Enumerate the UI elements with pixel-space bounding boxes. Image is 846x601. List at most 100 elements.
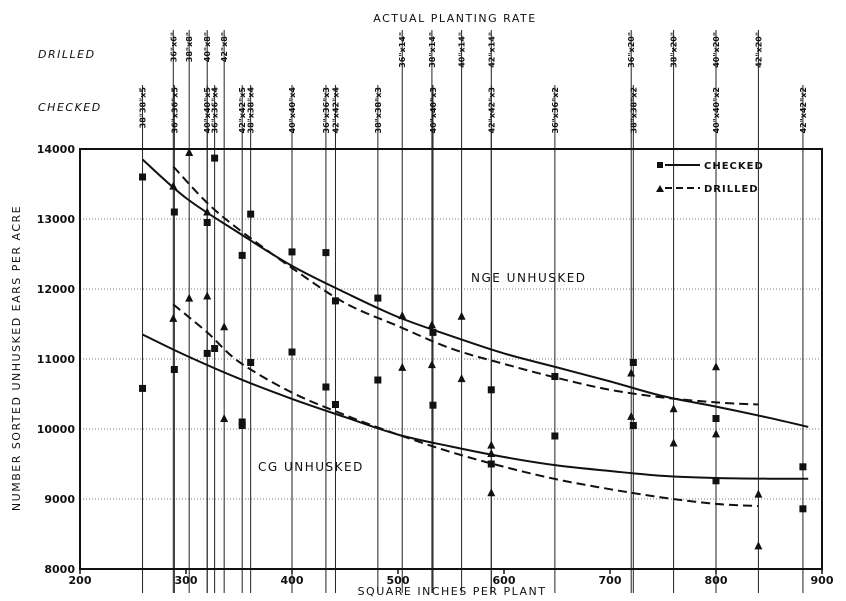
checked-point [487,386,495,394]
drilled-rate-label: 40"x20" [712,32,721,68]
drilled-point [487,488,496,497]
x-tick-label: 800 [705,574,728,587]
checked-point [170,366,178,373]
drilled-point [457,311,466,320]
planting-rate-labels: 36"x6" 38"x8" 40"x8" 42"x8" 36"x14" 38"x14" 40… [139,32,808,134]
y-tick-label: 10000 [37,423,76,436]
checked-point [331,297,339,305]
checked-point [322,249,330,257]
checked-rate-label: 40"x40"x4 [288,87,297,134]
y-tick-label: 8000 [44,563,75,576]
drilled-rate-label: 38"x8" [185,32,194,62]
checked-curve [142,333,809,480]
checked-rate-label: 36"x36"x4 [211,87,220,134]
checked-point [139,384,147,392]
drilled-rate-label: 42"x14" [487,32,496,68]
checked-rate-label: 42"x42"x3 [487,87,496,134]
y-tick-label: 9000 [44,493,75,506]
drilled-rate-label: 36"x14" [398,32,407,68]
checked-rate-label: 40"x40"x5 [203,87,212,134]
checked-point [203,219,211,226]
drilled-rate-label: 38"x14" [428,32,437,68]
drilled-point [427,360,436,369]
nge-unhusked-label: NGE UNHUSKED [471,271,587,285]
legend-checked-marker [657,162,663,168]
checked-curve [141,158,809,428]
drilled-rate-label: 42"x20" [754,32,763,68]
y-axis-label: NUMBER SORTED UNHUSKED EARS PER ACRE [10,205,23,511]
drilled-point [627,368,636,377]
drilled-point [669,404,678,413]
checked-point [629,359,637,366]
drilled-point [169,313,178,322]
legend-checked-label: CHECKED [704,161,764,172]
drilled-point [754,489,763,498]
drilled-point [398,311,407,320]
checked-point [429,328,437,336]
checked-rate-label: 42"x42"x5 [238,87,247,134]
checked-rate-label: 38"x38"x4 [247,87,256,134]
drilled-point [169,181,178,190]
drilled-point [203,207,212,216]
drilled-point [185,293,194,302]
drilled-point [754,541,763,550]
x-tick-label: 700 [599,574,622,587]
checked-point [247,359,255,366]
drilled-point [627,411,636,420]
checked-point [203,349,211,357]
drilled-row-label: DRILLED [38,48,96,61]
drilled-rate-label: 36"x20" [627,32,636,68]
checked-rate-label: 38"38"x5 [139,87,148,129]
cg-unhusked-label: CG UNHUSKED [258,460,364,474]
checked-point [799,505,807,513]
checked-rate-label: 36"x36"x5 [170,87,179,134]
legend-drilled-label: DRILLED [704,184,759,195]
checked-point [551,432,559,440]
drilled-rate-label: 40"x8" [203,32,212,62]
axis-ticks: 8000 9000 10000 11000 12000 13000 14000 200 300 4… [37,143,834,587]
drilled-rate-label: 36"x6" [169,32,178,62]
drilled-point [220,322,229,331]
data-points [139,148,807,550]
x-tick-label: 500 [387,574,410,587]
planting-rate-lines [142,30,804,593]
drilled-point [185,148,194,156]
checked-rate-label: 38"x38"x2 [629,87,638,134]
checked-point [288,248,296,256]
checked-point [799,463,807,471]
fitted-curves [141,158,809,507]
drilled-point [220,414,229,422]
checked-point [374,294,382,302]
grid-lines [80,218,822,500]
checked-row-label: CHECKED [38,101,102,114]
drilled-point [712,429,720,438]
drilled-point [712,362,720,371]
checked-point [211,154,219,162]
drilled-point [203,291,212,300]
checked-point [712,477,720,485]
x-tick-label: 600 [493,574,516,587]
checked-rate-label: 42"x42"x4 [331,87,340,134]
drilled-point [487,440,496,449]
checked-point [139,173,147,181]
legend-drilled-marker [656,185,664,192]
checked-rate-label: 40"x40"x3 [429,87,438,134]
drilled-point [669,438,678,447]
checked-point [211,345,219,352]
checked-point [487,460,495,468]
y-tick-label: 13000 [37,213,76,226]
legend: CHECKED DRILLED [656,161,764,195]
drilled-rate-label: 40"x14" [458,32,467,68]
checked-point [238,251,246,259]
drilled-curve [172,165,759,406]
drilled-point [427,320,436,329]
checked-point [374,376,382,384]
y-tick-label: 14000 [37,143,76,156]
checked-point [322,383,330,391]
x-tick-label: 900 [811,574,834,587]
checked-point [247,210,255,218]
y-tick-label: 11000 [37,353,76,366]
drilled-rate-label: 38"x20" [670,32,679,68]
checked-rate-label: 40"x40"x2 [712,87,721,134]
checked-point [429,401,437,409]
